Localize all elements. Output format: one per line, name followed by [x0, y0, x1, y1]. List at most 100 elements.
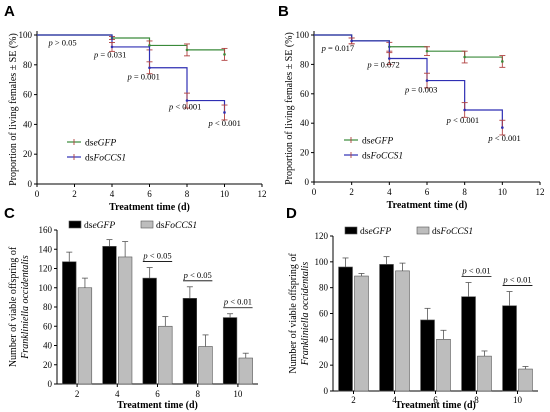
- legend-label-dseGFP: dseGFP: [360, 227, 391, 237]
- p-value-annotation: p = 0.031: [93, 49, 126, 59]
- x-tick-label: 6: [425, 187, 430, 197]
- bar-dseGFP: [379, 264, 394, 392]
- bar-dsFoCCS1: [77, 287, 93, 385]
- panel-a: A 0 2 4 6 8 10 12 0 20 40 60 80 100 Treatment time (d)…: [4, 3, 267, 213]
- y-tick-label: 60: [319, 309, 329, 319]
- p-value-annotation: p < 0.001: [208, 118, 241, 128]
- y-tick-label: 80: [23, 60, 33, 70]
- x-tick-label: 6: [433, 395, 438, 405]
- data-point: [501, 60, 504, 63]
- y-tick-label: 0: [28, 179, 33, 189]
- data-point: [425, 79, 429, 82]
- x-tick-label: 2: [349, 187, 354, 197]
- x-tick-label: 0: [35, 189, 40, 199]
- bar-dseGFP: [222, 317, 238, 385]
- y-tick-label: 60: [23, 90, 33, 100]
- bar-dseGFP: [338, 266, 353, 392]
- bar-dsFoCCS1: [354, 275, 369, 392]
- x-tick-label: 0: [312, 187, 317, 197]
- significance-label: p < 0.01: [461, 266, 490, 276]
- x-tick-label: 8: [462, 187, 467, 197]
- y-tick-label: 20: [43, 360, 53, 370]
- p-value-annotation: p < 0.001: [487, 133, 520, 143]
- panel-letter: C: [4, 205, 15, 222]
- data-point: [463, 55, 466, 59]
- data-point: [148, 66, 151, 70]
- x-tick-label: 4: [115, 389, 120, 399]
- bar-dseGFP: [502, 305, 517, 392]
- p-value-annotation: p > 0.05: [48, 37, 77, 47]
- y-axis-title: Proportion of living females ± SE (%): [284, 32, 295, 185]
- x-axis-title: Treatment time (d): [117, 400, 198, 411]
- p-value-annotation: p = 0.072: [366, 59, 399, 69]
- y-axis-title-line2: Frankliniella occidentalis: [20, 255, 31, 360]
- p-value-annotation: p = 0.003: [404, 84, 437, 94]
- bar-dseGFP: [142, 277, 157, 385]
- legend-label-dsFoCCS1: dsFoCCS1: [362, 152, 403, 162]
- y-tick-label: 20: [300, 148, 310, 158]
- p-value-annotation: p < 0.001: [446, 115, 479, 125]
- data-point: [425, 49, 429, 53]
- bar-dsFoCCS1: [395, 270, 410, 392]
- bar-dsFoCCS1: [118, 256, 133, 385]
- legend-label-dsFoCCS1: dsFoCCS1: [432, 227, 473, 237]
- y-tick-label: 100: [315, 257, 329, 267]
- x-tick-label: 2: [75, 389, 80, 399]
- panel-b: B 0 2 4 6 8 10 12 0 20 40 60 80 100 Treatment time (d)…: [278, 3, 545, 211]
- panel-letter: A: [4, 3, 15, 20]
- x-tick-label: 8: [474, 395, 479, 405]
- y-tick-label: 20: [319, 360, 329, 370]
- panel-c: C 0 20 40 60 80 100 120 140 160 2 4 6 8 10 Treatment ti…: [4, 205, 258, 411]
- data-point: [185, 99, 189, 102]
- bar-dseGFP: [62, 261, 77, 385]
- p-value-annotation: p < 0.001: [168, 102, 201, 112]
- significance-label: p < 0.01: [502, 275, 531, 285]
- significance-label: p < 0.01: [223, 297, 252, 307]
- panel-letter: B: [278, 3, 289, 20]
- bar-dsFoCCS1: [198, 346, 213, 385]
- bar-dseGFP: [102, 246, 117, 385]
- y-tick-label: 40: [43, 341, 53, 351]
- legend-swatch-dsFoCCS1: [416, 226, 430, 235]
- x-tick-label: 10: [233, 389, 243, 399]
- y-axis-title-line1: Number of viable offspring of: [288, 253, 299, 374]
- bar-dsFoCCS1: [477, 355, 492, 392]
- p-value-annotation: p = 0.001: [127, 72, 160, 82]
- x-tick-label: 10: [513, 395, 523, 405]
- data-point: [223, 53, 226, 56]
- y-tick-label: 40: [23, 119, 33, 129]
- x-tick-label: 4: [392, 395, 397, 405]
- y-tick-label: 80: [300, 59, 310, 69]
- x-tick-label: 4: [110, 189, 115, 199]
- y-tick-label: 60: [43, 321, 53, 331]
- data-point: [110, 45, 114, 49]
- data-point: [185, 48, 189, 52]
- y-tick-label: 100: [39, 283, 53, 293]
- x-axis-title: Treatment time (d): [109, 202, 190, 213]
- data-point: [350, 39, 353, 43]
- legend-swatch-dseGFP: [344, 226, 358, 235]
- bar-dsFoCCS1: [518, 368, 533, 392]
- legend-label-dseGFP: dseGFP: [362, 137, 393, 147]
- legend-label-dsFoCCS1: dsFoCCS1: [156, 221, 197, 231]
- y-tick-label: 160: [39, 225, 53, 235]
- x-tick-label: 10: [220, 189, 230, 199]
- legend-label-dseGFP: dseGFP: [85, 139, 116, 149]
- series-line-dsFoCCS1: [37, 34, 226, 113]
- data-point: [223, 111, 226, 114]
- data-point: [501, 126, 504, 129]
- x-tick-label: 6: [147, 189, 152, 199]
- y-tick-label: 80: [43, 302, 53, 312]
- x-axis-title: Treatment time (d): [395, 400, 476, 411]
- x-tick-label: 12: [536, 187, 545, 197]
- significance-label: p < 0.05: [142, 251, 171, 261]
- panel-d: D 0 20 40 60 80 100 120 2 4 6 8 10 Treatment time (d)…: [286, 205, 538, 411]
- y-tick-label: 60: [300, 89, 310, 99]
- y-tick-label: 140: [39, 244, 53, 254]
- legend-label-dsFoCCS1: dsFoCCS1: [85, 154, 126, 164]
- legend-label-dseGFP: dseGFP: [84, 221, 115, 231]
- y-tick-label: 0: [48, 379, 53, 389]
- bar-dsFoCCS1: [158, 325, 173, 385]
- legend-swatch-dseGFP: [68, 220, 82, 229]
